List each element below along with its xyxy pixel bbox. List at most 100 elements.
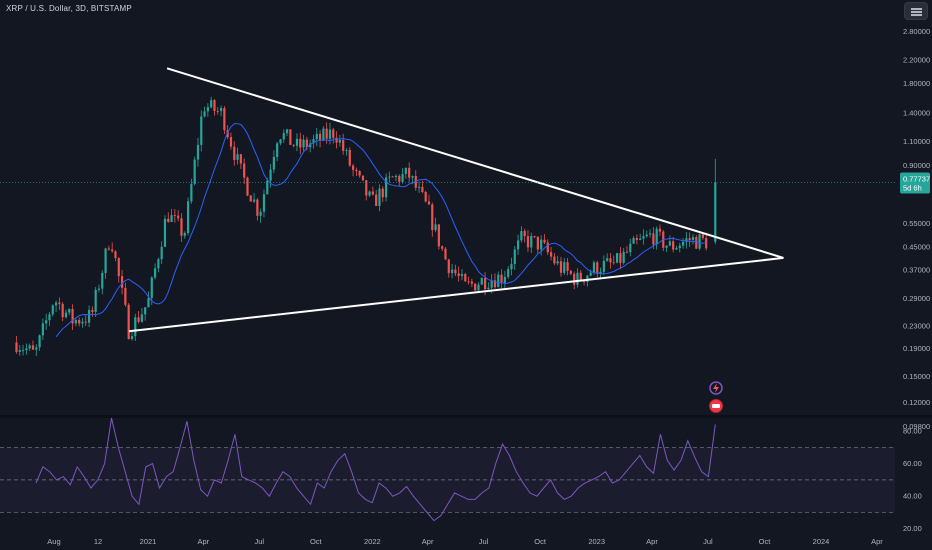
candle-body — [480, 278, 483, 285]
price-axis[interactable]: 2.80000 2.20000 1.80000 1.40000 1.10000 0.900… — [903, 27, 930, 431]
chart-menu-button[interactable] — [904, 2, 928, 20]
candle-body — [239, 154, 242, 164]
candle-body — [691, 237, 695, 241]
candle-body — [183, 232, 186, 236]
candle-body — [322, 128, 325, 141]
candle-body — [335, 137, 338, 143]
candle-body — [144, 307, 147, 315]
earnings-event-icon[interactable] — [709, 399, 723, 413]
candle-body — [299, 138, 302, 148]
triangle-trendline — [128, 256, 784, 333]
candle-body — [639, 238, 642, 240]
candle-body — [391, 176, 394, 178]
candle-body — [579, 272, 582, 281]
candle-body — [589, 272, 592, 276]
candle-body — [216, 111, 219, 112]
triangle-trendline — [166, 67, 784, 259]
candle-body — [117, 258, 120, 277]
menu-icon — [911, 8, 922, 10]
candle-body — [384, 177, 388, 198]
candle-body — [582, 280, 586, 283]
menu-icon-bar — [911, 11, 922, 13]
candle-body — [698, 234, 701, 249]
candle-body — [272, 156, 275, 170]
candle-body — [368, 191, 371, 196]
candle-body — [68, 308, 71, 313]
candle-body — [417, 186, 421, 188]
candle-body — [467, 281, 470, 283]
candle-body — [447, 259, 450, 274]
candle-body — [421, 186, 424, 192]
candle-body — [493, 280, 497, 288]
candle-body — [35, 347, 38, 350]
candle-body — [592, 262, 596, 273]
rsi-tick-label: 60.00 — [903, 459, 922, 468]
candle-body — [219, 108, 223, 112]
candle-body — [457, 273, 460, 277]
candle-body — [111, 249, 114, 252]
price-tick-label: 2.80000 — [903, 27, 930, 36]
price-tick-label: 0.15000 — [903, 372, 930, 381]
candle-body — [668, 241, 671, 246]
candle-body — [378, 188, 381, 206]
price-tick-label: 0.23000 — [903, 322, 930, 331]
candle-body — [153, 268, 157, 278]
candle-body — [256, 199, 259, 216]
candle-body — [431, 204, 434, 231]
price-tick-label: 1.80000 — [903, 79, 930, 88]
candle-body — [295, 138, 299, 146]
candle-body — [375, 194, 378, 206]
candle-body — [414, 176, 417, 188]
time-tick-label: 12 — [94, 537, 102, 546]
candle-body — [315, 133, 318, 140]
candle-body — [41, 323, 44, 336]
trendline-drawings[interactable] — [128, 67, 784, 333]
rsi-indicator-pane[interactable]: 80.00 60.00 40.00 20.00 — [0, 417, 922, 533]
candle-body — [655, 228, 658, 245]
candle-body — [566, 262, 569, 271]
event-markers[interactable] — [709, 381, 723, 413]
candle-body — [546, 242, 549, 253]
candle-body — [262, 194, 266, 212]
candle-body — [120, 276, 124, 288]
candle-body — [645, 234, 648, 237]
time-tick-label: Jul — [479, 537, 489, 546]
candle-body — [226, 130, 229, 138]
candle-body — [84, 321, 87, 323]
time-tick-label: Apr — [197, 537, 209, 546]
candle-body — [276, 143, 279, 157]
candle-body — [530, 235, 533, 248]
last-price-value: 0.77737 — [903, 175, 930, 184]
candle-body — [338, 139, 341, 143]
candle-body — [266, 180, 269, 195]
candle-body — [678, 245, 681, 248]
lightning-event-icon[interactable] — [709, 381, 723, 395]
candle-body — [609, 258, 612, 263]
price-tick-label: 0.55000 — [903, 219, 930, 228]
menu-icon-bar — [911, 14, 922, 16]
candle-body — [526, 236, 530, 248]
candle-body — [28, 345, 31, 349]
candle-body — [497, 274, 500, 288]
candle-body — [180, 218, 183, 236]
candle-body — [302, 139, 305, 148]
candle-body — [490, 280, 493, 288]
candle-body — [619, 253, 622, 263]
candle-body — [147, 298, 150, 308]
candle-body — [553, 256, 556, 264]
candle-body — [714, 182, 717, 242]
candle-body — [688, 238, 691, 241]
candle-body — [563, 262, 566, 273]
candle-body — [658, 228, 662, 232]
candle-body — [705, 238, 708, 249]
time-axis[interactable]: Aug 12 2021 Apr Jul Oct 2022 Apr Jul Oct 2023 Apr Ju… — [47, 537, 883, 546]
candle-body — [596, 262, 599, 274]
candle-body — [642, 236, 645, 239]
candle-body — [252, 199, 256, 202]
lightning-glyph — [713, 383, 719, 393]
candle-body — [94, 289, 97, 312]
candle-body — [318, 133, 322, 141]
price-tick-label: 0.90000 — [903, 161, 930, 170]
candle-body — [345, 149, 348, 151]
